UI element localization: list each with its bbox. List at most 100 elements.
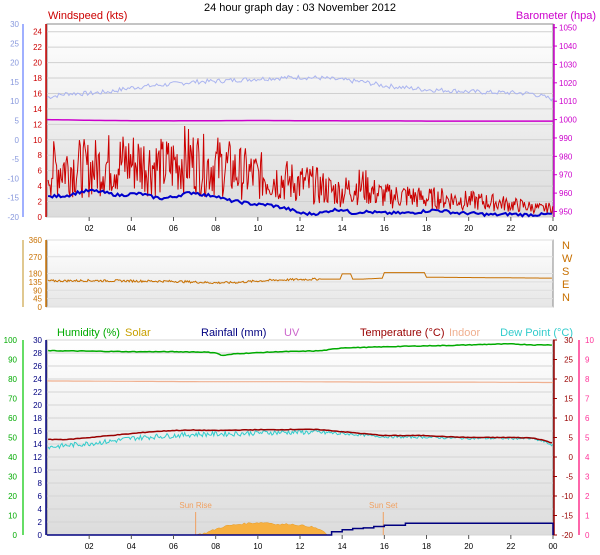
panel-3-x-tick-label: 16 bbox=[380, 542, 389, 551]
panel-1-x-tick-label: 12 bbox=[296, 224, 305, 233]
y-tick-label-outer: 15 bbox=[10, 78, 19, 87]
sunrise-label: Sun Rise bbox=[179, 501, 212, 510]
y-tick-label-barometer: 1050 bbox=[559, 24, 577, 33]
y-tick-label-uv: 5 bbox=[585, 434, 590, 443]
y-tick-label-rainfall: 28 bbox=[33, 349, 42, 358]
y-tick-label-windspeed: 22 bbox=[33, 43, 42, 52]
y-tick-label-wind-direction: 180 bbox=[29, 270, 43, 279]
y-tick-label-wind-direction: 90 bbox=[33, 286, 42, 295]
y-tick-label-barometer: 960 bbox=[559, 189, 573, 198]
y-tick-label-windspeed: 14 bbox=[33, 105, 42, 114]
compass-letter: N bbox=[562, 240, 570, 252]
y-tick-label-outer: -15 bbox=[7, 194, 19, 203]
sunset-label: Sun Set bbox=[369, 501, 398, 510]
y-tick-label-humidity: 80 bbox=[8, 375, 17, 384]
panel-1-x-tick-label: 16 bbox=[380, 224, 389, 233]
y-tick-label-barometer: 980 bbox=[559, 152, 573, 161]
y-tick-label-temperature: 30 bbox=[564, 336, 573, 345]
y-tick-label-humidity: 60 bbox=[8, 414, 17, 423]
y-tick-label-humidity: 100 bbox=[4, 336, 18, 345]
y-tick-label-rainfall: 18 bbox=[33, 414, 42, 423]
panel-3-x-tick-label: 14 bbox=[338, 542, 347, 551]
compass-letter: S bbox=[562, 266, 569, 278]
y-tick-label-windspeed: 20 bbox=[33, 59, 42, 68]
y-tick-label-humidity: 0 bbox=[13, 531, 18, 540]
y-tick-label-humidity: 10 bbox=[8, 512, 17, 521]
y-tick-label-windspeed: 12 bbox=[33, 120, 42, 129]
panel-3-x-tick-label: 20 bbox=[464, 542, 473, 551]
panel-1-x-tick-label: 22 bbox=[506, 224, 515, 233]
y-tick-label-windspeed: 4 bbox=[38, 182, 43, 191]
y-tick-label-uv: 6 bbox=[585, 414, 590, 423]
y-tick-label-temperature: 25 bbox=[564, 356, 573, 365]
y-tick-label-rainfall: 8 bbox=[38, 479, 43, 488]
panel-1-x-tick-label: 02 bbox=[85, 224, 94, 233]
left-axis-bar-panel-2 bbox=[22, 240, 24, 307]
panel-3-x-tick-label: 00 bbox=[549, 542, 558, 551]
panel-3-x-tick-label: 18 bbox=[422, 542, 431, 551]
y-tick-label-windspeed: 18 bbox=[33, 74, 42, 83]
panel-3-x-tick-label: 10 bbox=[253, 542, 262, 551]
y-tick-label-outer: -5 bbox=[12, 155, 20, 164]
y-tick-label-outer: 25 bbox=[10, 39, 19, 48]
legend-solar: Solar bbox=[125, 327, 151, 339]
legend-windspeed: Windspeed (kts) bbox=[48, 10, 127, 22]
y-tick-label-outer: 0 bbox=[15, 136, 20, 145]
left-axis-bar-panel-1 bbox=[22, 24, 24, 217]
y-tick-label-uv: 7 bbox=[585, 395, 590, 404]
series-area-solar bbox=[195, 522, 329, 536]
y-tick-label-humidity: 30 bbox=[8, 473, 17, 482]
y-tick-label-humidity: 20 bbox=[8, 492, 17, 501]
y-tick-label-rainfall: 0 bbox=[38, 531, 43, 540]
y-tick-label-temperature: -20 bbox=[561, 531, 573, 540]
y-tick-label-rainfall: 30 bbox=[33, 336, 42, 345]
y-tick-label-barometer: 1040 bbox=[559, 42, 577, 51]
series-line-humidity bbox=[47, 342, 552, 357]
series-line-dewpoint bbox=[47, 428, 554, 450]
series-line-rainfall bbox=[47, 522, 554, 536]
y-tick-label-rainfall: 14 bbox=[33, 440, 42, 449]
y-tick-label-outer: 10 bbox=[10, 97, 19, 106]
panel-3-x-tick-label: 08 bbox=[211, 542, 220, 551]
y-tick-label-temperature: 20 bbox=[564, 375, 573, 384]
panel-3-x-tick-label: 22 bbox=[506, 542, 515, 551]
series-line-windspeed bbox=[47, 125, 554, 215]
left-axis-bar-panel-3 bbox=[22, 340, 24, 535]
right-axis-bar-panel-3 bbox=[578, 340, 580, 535]
y-tick-label-windspeed: 16 bbox=[33, 89, 42, 98]
panel-1-x-tick-label: 18 bbox=[422, 224, 431, 233]
panel-1-x-tick-label: 04 bbox=[127, 224, 136, 233]
y-tick-label-barometer: 970 bbox=[559, 171, 573, 180]
y-tick-label-rainfall: 16 bbox=[33, 427, 42, 436]
y-tick-label-uv: 9 bbox=[585, 356, 590, 365]
y-tick-label-rainfall: 6 bbox=[38, 492, 43, 501]
y-tick-label-rainfall: 20 bbox=[33, 401, 42, 410]
y-tick-label-uv: 10 bbox=[585, 336, 594, 345]
compass-letter: E bbox=[562, 279, 569, 291]
y-tick-label-rainfall: 4 bbox=[38, 505, 43, 514]
y-tick-label-temperature: 10 bbox=[564, 414, 573, 423]
y-tick-label-humidity: 70 bbox=[8, 395, 17, 404]
y-tick-label-outer: 30 bbox=[10, 20, 19, 29]
y-tick-label-barometer: 1010 bbox=[559, 97, 577, 106]
y-tick-label-outer: 5 bbox=[15, 117, 20, 126]
series-line-indoor bbox=[46, 380, 553, 384]
legend-rainfall: Rainfall (mm) bbox=[201, 327, 266, 339]
y-tick-label-outer: -10 bbox=[7, 174, 19, 183]
y-tick-label-barometer: 1020 bbox=[559, 79, 577, 88]
series-line-outer-trace bbox=[46, 74, 554, 102]
y-tick-label-temperature: -15 bbox=[561, 512, 573, 521]
y-tick-label-wind-direction: 0 bbox=[38, 303, 43, 312]
y-tick-label-temperature: 0 bbox=[569, 453, 574, 462]
legend-dewpoint: Dew Point (°C) bbox=[500, 327, 573, 339]
y-tick-label-uv: 4 bbox=[585, 453, 590, 462]
y-tick-label-windspeed: 0 bbox=[38, 213, 43, 222]
y-tick-label-windspeed: 24 bbox=[33, 28, 42, 37]
legend-uv: UV bbox=[284, 327, 300, 339]
compass-letter: N bbox=[562, 292, 570, 304]
y-tick-label-rainfall: 12 bbox=[33, 453, 42, 462]
legend-temperature: Temperature (°C) bbox=[360, 327, 444, 339]
panel-3-x-tick-label: 04 bbox=[127, 542, 136, 551]
y-tick-label-outer: 20 bbox=[10, 59, 19, 68]
y-tick-label-uv: 8 bbox=[585, 375, 590, 384]
